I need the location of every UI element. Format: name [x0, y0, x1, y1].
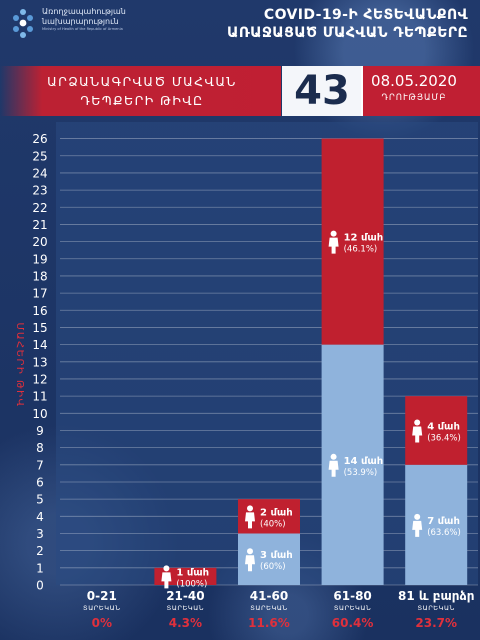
bar-percent-label: (63.6%)	[427, 528, 461, 538]
summary-band: ԱՐՁԱՆԱԳՐՎԱԾ ՄԱՀՎԱՆ ԴԵՊՔԵՐԻ ԹԻՎԸ 43 08.05…	[0, 66, 480, 116]
summary-label-line1: ԱՐՁԱՆԱԳՐՎԱԾ ՄԱՀՎԱՆ	[47, 74, 237, 89]
bar-percent-label: (100%)	[176, 579, 207, 589]
bar-percent-label: (36.4%)	[427, 433, 461, 443]
summary-label-box: ԱՐՁԱՆԱԳՐՎԱԾ ՄԱՀՎԱՆ ԴԵՊՔԵՐԻ ԹԻՎԸ	[0, 66, 281, 116]
bar-value-label: 4 մահ	[427, 421, 460, 432]
ministry-name-hy: Առողջապահության նախարարություն	[42, 7, 126, 26]
y-tick-label: 16	[32, 304, 47, 318]
male-icon-body	[328, 237, 339, 254]
y-tick-label: 15	[32, 321, 47, 335]
x-tick-sublabel: ՏԱՐԵԿԱՆ	[83, 604, 121, 612]
female-icon-head	[247, 548, 253, 555]
x-tick-sublabel: ՏԱՐԵԿԱՆ	[417, 604, 455, 612]
female-icon-head	[414, 513, 421, 520]
y-tick-label: 18	[32, 269, 47, 283]
total-deaths: 43	[282, 66, 362, 116]
y-tick-label: 8	[36, 441, 44, 455]
category-share-label: 23.7%	[415, 616, 457, 630]
summary-label-line2: ԴԵՊՔԵՐԻ ԹԻՎԸ	[80, 93, 204, 108]
male-icon-head	[414, 419, 421, 426]
header: Առողջապահության նախարարություն Ministry …	[0, 0, 480, 60]
bar-percent-label: (60%)	[260, 562, 286, 572]
male-icon-head	[163, 565, 170, 572]
male-icon-head	[247, 505, 253, 512]
x-tick-label: 21-40	[166, 589, 204, 603]
page-title: COVID-19-Ի ՀԵՏԵՎԱՆՔՈՎ ԱՌԱՋԱՑԱԾ ՄԱՀՎԱՆ ԴԵ…	[188, 6, 468, 42]
band-divider	[361, 66, 363, 116]
y-tick-label: 25	[32, 149, 47, 163]
y-tick-label: 6	[36, 475, 44, 489]
y-axis-label: ՄԱՀԵՐԻ ԹԻՎ	[14, 322, 25, 408]
male-icon-head	[330, 230, 337, 237]
female-icon-body	[328, 460, 339, 477]
report-date: 08.05.2020	[371, 72, 457, 90]
male-icon-body	[412, 426, 423, 443]
x-tick-label: 81 և բարձր	[398, 589, 474, 603]
y-tick-label: 10	[32, 407, 47, 421]
ministry-name-en: Ministry of Health of the Republic of Ar…	[42, 27, 123, 31]
y-tick-label: 9	[36, 424, 44, 438]
bar-value-label: 7 մահ	[427, 516, 460, 527]
y-tick-label: 14	[32, 338, 47, 352]
summary-label: ԱՐՁԱՆԱԳՐՎԱԾ ՄԱՀՎԱՆ ԴԵՊՔԵՐԻ ԹԻՎԸ	[12, 72, 272, 110]
y-tick-label: 11	[32, 390, 47, 404]
page-title-line1: COVID-19-Ի ՀԵՏԵՎԱՆՔՈՎ	[263, 7, 468, 23]
x-tick-sublabel: ՏԱՐԵԿԱՆ	[250, 604, 288, 612]
male-icon-body	[161, 572, 172, 589]
category-share-label: 0%	[92, 616, 112, 630]
y-tick-label: 20	[32, 235, 47, 249]
bar-value-label: 1 մահ	[176, 567, 209, 578]
ministry-name: Առողջապահության նախարարություն Ministry …	[42, 7, 192, 32]
y-tick-label: 7	[36, 458, 44, 472]
bar-percent-label: (46.1%)	[344, 245, 378, 255]
bar-value-label: 12 մահ	[344, 233, 384, 244]
y-tick-label: 17	[32, 287, 47, 301]
ministry-logo-icon	[13, 9, 33, 38]
bar-percent-label: (40%)	[260, 519, 286, 529]
y-tick-label: 1	[36, 561, 44, 575]
x-tick-sublabel: ՏԱՐԵԿԱՆ	[167, 604, 205, 612]
y-tick-label: 21	[32, 218, 47, 232]
y-tick-label: 0	[36, 579, 44, 593]
bar-percent-label: (53.9%)	[344, 468, 378, 478]
x-tick-label: 61-80	[333, 589, 371, 603]
category-share-label: 4.3%	[169, 616, 202, 630]
y-tick-label: 2	[36, 544, 44, 558]
x-tick-label: 0-21	[87, 589, 117, 603]
bar-value-label: 3 մահ	[260, 550, 293, 561]
date-box: 08.05.2020 ԴՐՈՒԹՅԱՄԲ	[362, 66, 480, 116]
x-tick-label: 41-60	[250, 589, 288, 603]
y-tick-label: 5	[36, 493, 44, 507]
x-tick-sublabel: ՏԱՐԵԿԱՆ	[334, 604, 372, 612]
bar-value-label: 2 մահ	[260, 507, 293, 518]
y-tick-label: 3	[36, 527, 44, 541]
male-icon-body	[245, 512, 255, 529]
y-tick-label: 12	[32, 372, 47, 386]
y-tick-label: 23	[32, 184, 47, 198]
female-icon-body	[245, 555, 255, 572]
female-icon-body	[412, 520, 423, 537]
category-share-label: 11.6%	[248, 616, 290, 630]
bar-value-label: 14 մահ	[344, 456, 384, 467]
report-date-label: ԴՐՈՒԹՅԱՄԲ	[381, 93, 447, 103]
y-tick-label: 4	[36, 510, 44, 524]
y-tick-label: 26	[32, 132, 47, 146]
page-title-line2: ԱՌԱՋԱՑԱԾ ՄԱՀՎԱՆ ԴԵՊՔԵՐԸ	[227, 25, 468, 41]
y-tick-label: 24	[32, 166, 47, 180]
y-tick-label: 22	[32, 201, 47, 215]
female-icon-head	[330, 453, 337, 460]
y-tick-label: 13	[32, 355, 47, 369]
y-tick-label: 19	[32, 252, 47, 266]
category-share-label: 60.4%	[332, 616, 374, 630]
